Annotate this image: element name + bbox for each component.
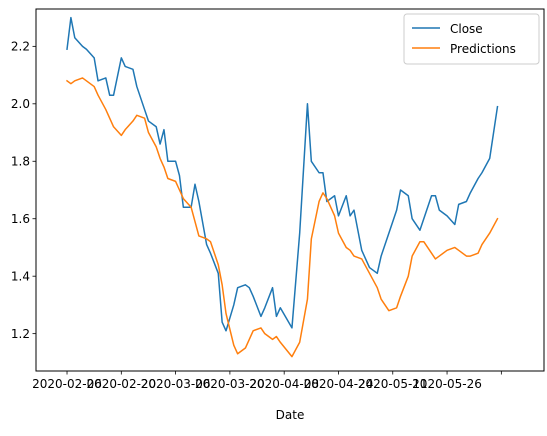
x-tick-label: 2020-05-11 (358, 377, 428, 391)
x-axis: 2020-02-062020-02-202020-03-062020-03-20… (32, 371, 502, 391)
plot-background (36, 9, 544, 371)
x-tick-label: 2020-05-26 (412, 377, 482, 391)
plot-frame (35, 8, 545, 372)
series-layer (65, 16, 499, 358)
y-tick-label: 2.0 (11, 97, 30, 111)
series-line-close (66, 16, 499, 332)
series-line-predictions (65, 77, 499, 358)
x-tick-label: 2020-04-08 (249, 377, 319, 391)
y-tick-label: 1.8 (11, 154, 30, 168)
legend-label-close: Close (450, 22, 483, 36)
y-tick-label: 1.2 (11, 327, 30, 341)
x-axis-label: Date (276, 408, 305, 422)
y-tick-label: 2.2 (11, 40, 30, 54)
x-tick-label: 2020-02-06 (32, 377, 102, 391)
legend: Close Predictions (403, 13, 540, 65)
legend-box (403, 13, 540, 65)
y-tick-label: 1.6 (11, 212, 30, 226)
legend-label-predictions: Predictions (450, 42, 516, 56)
x-tick-label: 2020-03-20 (195, 377, 265, 391)
x-tick-label: 2020-02-20 (86, 377, 156, 391)
x-tick-label: 2020-03-06 (141, 377, 211, 391)
y-axis: 1.2 1.4 1.6 1.8 2.0 2.2 (11, 40, 36, 341)
x-tick-label: 2020-04-24 (304, 377, 374, 391)
y-tick-label: 1.4 (11, 269, 30, 283)
